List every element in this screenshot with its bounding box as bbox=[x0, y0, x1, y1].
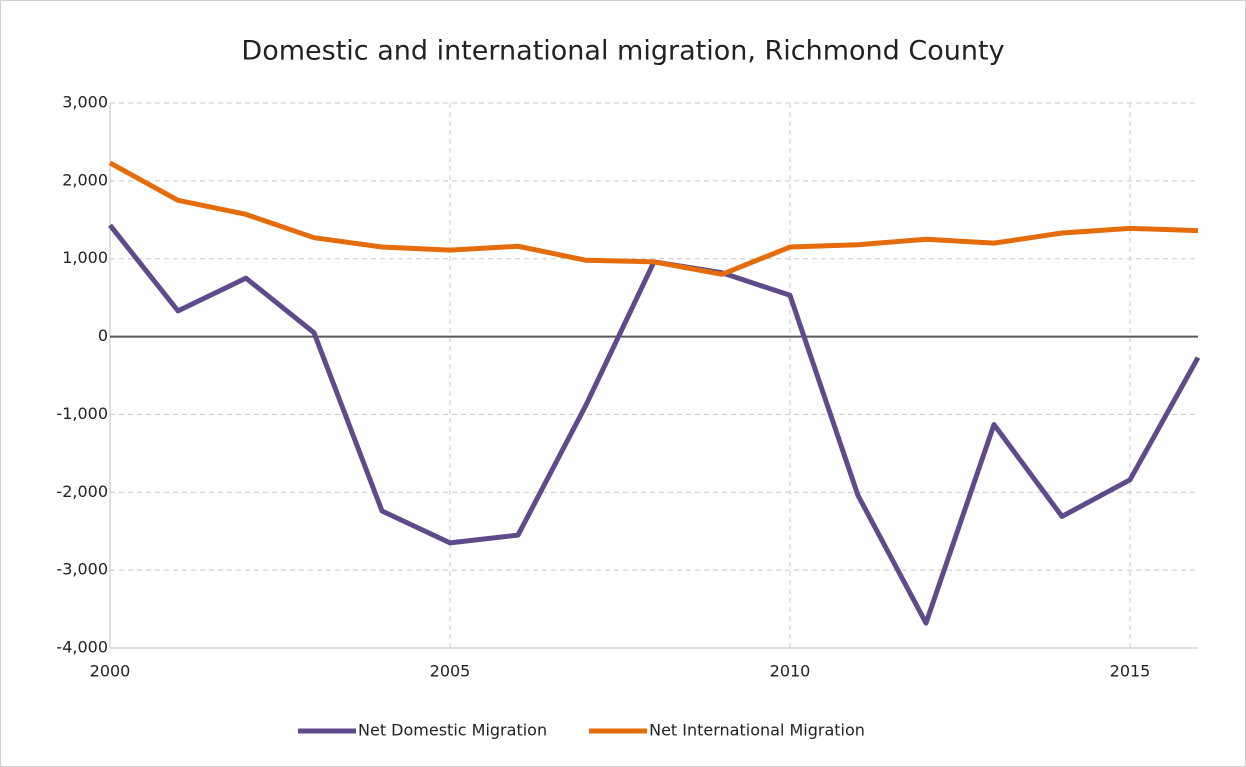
x-tick-label: 2010 bbox=[770, 662, 811, 681]
y-tick-label: -3,000 bbox=[56, 560, 108, 579]
y-tick-label: -4,000 bbox=[56, 638, 108, 657]
x-tick-label: 2005 bbox=[430, 662, 471, 681]
y-tick-label: -1,000 bbox=[56, 404, 108, 423]
y-tick-label: 2,000 bbox=[62, 170, 108, 189]
legend-label: Net International Migration bbox=[649, 721, 865, 740]
y-tick-label: 3,000 bbox=[62, 93, 108, 112]
x-tick-label: 2015 bbox=[1110, 662, 1151, 681]
legend-label: Net Domestic Migration bbox=[358, 721, 547, 740]
x-tick-label: 2000 bbox=[90, 662, 131, 681]
series-line bbox=[108, 160, 1199, 277]
y-tick-label: -2,000 bbox=[56, 482, 108, 501]
chart-title: Domestic and international migration, Ri… bbox=[241, 36, 1004, 67]
y-tick-label: 0 bbox=[98, 326, 108, 345]
y-tick-label: 1,000 bbox=[62, 248, 108, 267]
